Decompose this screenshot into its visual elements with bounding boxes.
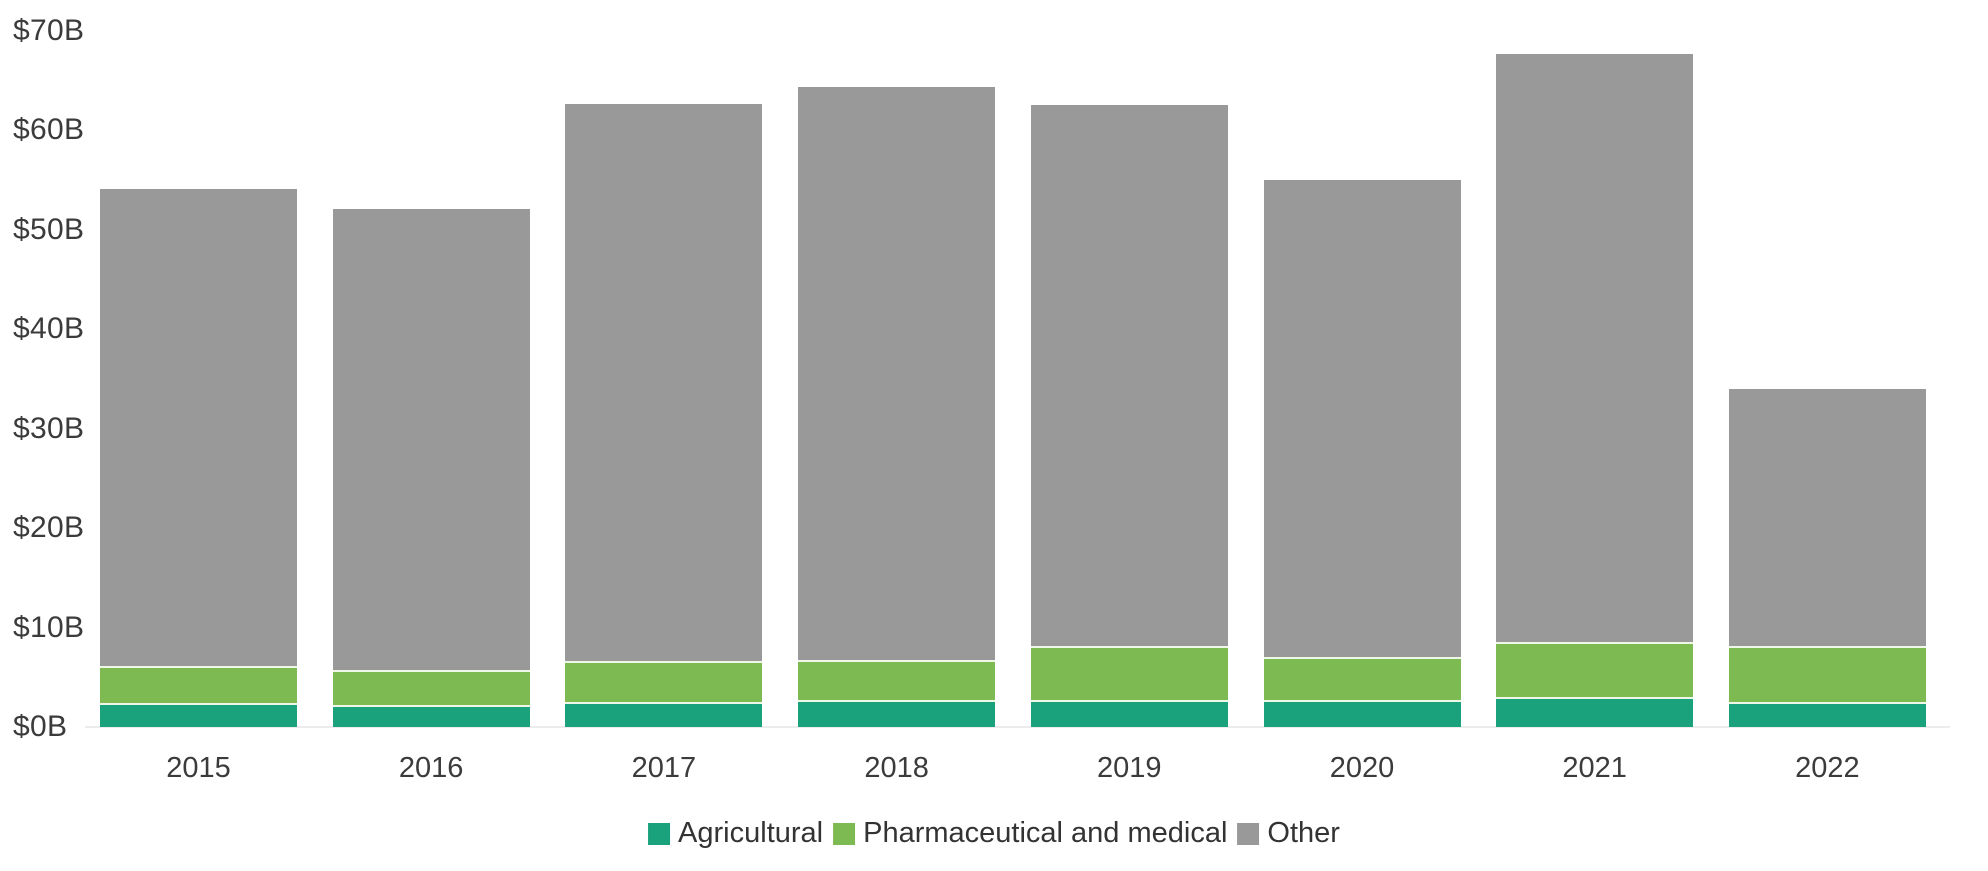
bar-2022[interactable] <box>1728 388 1926 727</box>
bar-segment-pharmaceutical-and-medical-2020[interactable] <box>1263 657 1461 701</box>
y-tick-label: $70B <box>13 13 85 47</box>
bar-segment-pharmaceutical-and-medical-2019[interactable] <box>1030 646 1228 701</box>
x-label-2017: 2017 <box>631 752 697 784</box>
y-tick-label: $40B <box>13 312 85 345</box>
bar-2015[interactable] <box>100 188 297 727</box>
bar-segment-pharmaceutical-and-medical-2017[interactable] <box>565 661 763 703</box>
bar-segment-pharmaceutical-and-medical-2015[interactable] <box>100 666 297 704</box>
legend-swatch-pharmaceutical-and-medical-icon <box>833 822 856 845</box>
bar-segment-agricultural-2021[interactable] <box>1496 697 1694 727</box>
bar-2017[interactable] <box>565 104 763 727</box>
bar-segment-agricultural-2017[interactable] <box>565 702 763 727</box>
x-label-2020: 2020 <box>1329 752 1395 784</box>
legend-swatch-agricultural-icon <box>648 822 671 845</box>
x-label-2021: 2021 <box>1562 752 1627 784</box>
bar-2016[interactable] <box>332 208 530 727</box>
legend-item-pharmaceutical-and-medical[interactable]: Pharmaceutical and medical <box>833 817 1227 850</box>
x-label-2016: 2016 <box>398 752 464 784</box>
legend-item-agricultural[interactable]: Agricultural <box>648 817 823 850</box>
bar-segment-agricultural-2018[interactable] <box>798 700 996 727</box>
bar-segment-agricultural-2019[interactable] <box>1030 700 1228 727</box>
legend: Agricultural Pharmaceutical and medical Ot… <box>648 817 1340 850</box>
y-tick-label: $20B <box>13 511 85 544</box>
bar-segment-pharmaceutical-and-medical-2016[interactable] <box>332 670 530 706</box>
legend-label-other: Other <box>1267 817 1340 849</box>
bar-segment-other-2021[interactable] <box>1496 54 1694 643</box>
legend-item-other[interactable]: Other <box>1237 817 1340 850</box>
y-tick-label: $60B <box>13 113 85 146</box>
x-axis-baseline <box>85 726 1950 728</box>
bar-2021[interactable] <box>1496 54 1694 727</box>
bar-segment-agricultural-2020[interactable] <box>1263 700 1461 727</box>
legend-swatch-other-icon <box>1237 822 1260 845</box>
y-tick-label: $50B <box>13 212 85 246</box>
bar-segment-other-2022[interactable] <box>1728 388 1926 647</box>
x-label-2015: 2015 <box>166 752 231 784</box>
bar-segment-agricultural-2016[interactable] <box>332 705 530 727</box>
y-tick-label: $30B <box>13 411 85 445</box>
bar-segment-other-2018[interactable] <box>798 87 996 661</box>
bar-segment-other-2020[interactable] <box>1263 179 1461 658</box>
bar-2020[interactable] <box>1263 179 1461 727</box>
bar-segment-agricultural-2015[interactable] <box>100 703 297 727</box>
bar-segment-other-2017[interactable] <box>565 104 763 662</box>
bar-segment-other-2015[interactable] <box>100 188 297 667</box>
y-tick-label: $10B <box>13 610 85 644</box>
bar-segment-other-2019[interactable] <box>1030 105 1228 647</box>
bar-segment-agricultural-2022[interactable] <box>1728 702 1926 727</box>
bar-segment-pharmaceutical-and-medical-2018[interactable] <box>798 660 996 701</box>
x-label-2022: 2022 <box>1795 752 1860 784</box>
legend-label-pharmaceutical-and-medical: Pharmaceutical and medical <box>863 817 1228 849</box>
bar-segment-pharmaceutical-and-medical-2021[interactable] <box>1496 642 1694 698</box>
bar-2019[interactable] <box>1030 105 1228 727</box>
x-label-2018: 2018 <box>864 752 929 784</box>
legend-label-agricultural: Agricultural <box>678 817 824 849</box>
x-label-2019: 2019 <box>1097 752 1162 784</box>
bar-segment-other-2016[interactable] <box>332 208 530 671</box>
bar-segment-pharmaceutical-and-medical-2022[interactable] <box>1728 646 1926 703</box>
bar-2018[interactable] <box>798 87 996 727</box>
y-tick-label: $0B <box>13 710 68 743</box>
